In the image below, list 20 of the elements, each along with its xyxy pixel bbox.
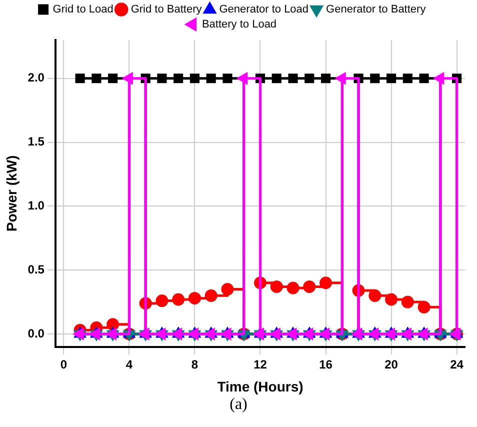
x-tick-label: 8 <box>191 357 198 372</box>
y-tick-label: 0.0 <box>28 326 45 340</box>
y-tick-label: 0.5 <box>28 262 45 276</box>
y-tick-label: 2.0 <box>28 70 45 85</box>
y-tick-label: 1.5 <box>28 134 45 149</box>
x-tick-label: 20 <box>384 357 398 372</box>
x-tick-label: 0 <box>60 357 68 372</box>
legend-label: Generator to Battery <box>326 4 426 16</box>
x-tick-label: 24 <box>450 357 464 372</box>
x-axis-title: Time (Hours) <box>217 378 304 394</box>
legend-label: Generator to Load <box>219 4 309 16</box>
text: (a) <box>228 396 248 414</box>
y-tick-label: 1.0 <box>28 198 45 212</box>
y-axis-title: Power (kW) <box>3 155 20 232</box>
legend-label: Grid to Battery <box>130 4 202 16</box>
x-tick-label: 12 <box>254 357 268 372</box>
legend-label: Battery to Load <box>202 18 277 31</box>
x-tick-label: 16 <box>319 357 333 372</box>
x-tick-label: 4 <box>126 357 133 372</box>
legend-label: Grid to Load <box>52 4 114 16</box>
